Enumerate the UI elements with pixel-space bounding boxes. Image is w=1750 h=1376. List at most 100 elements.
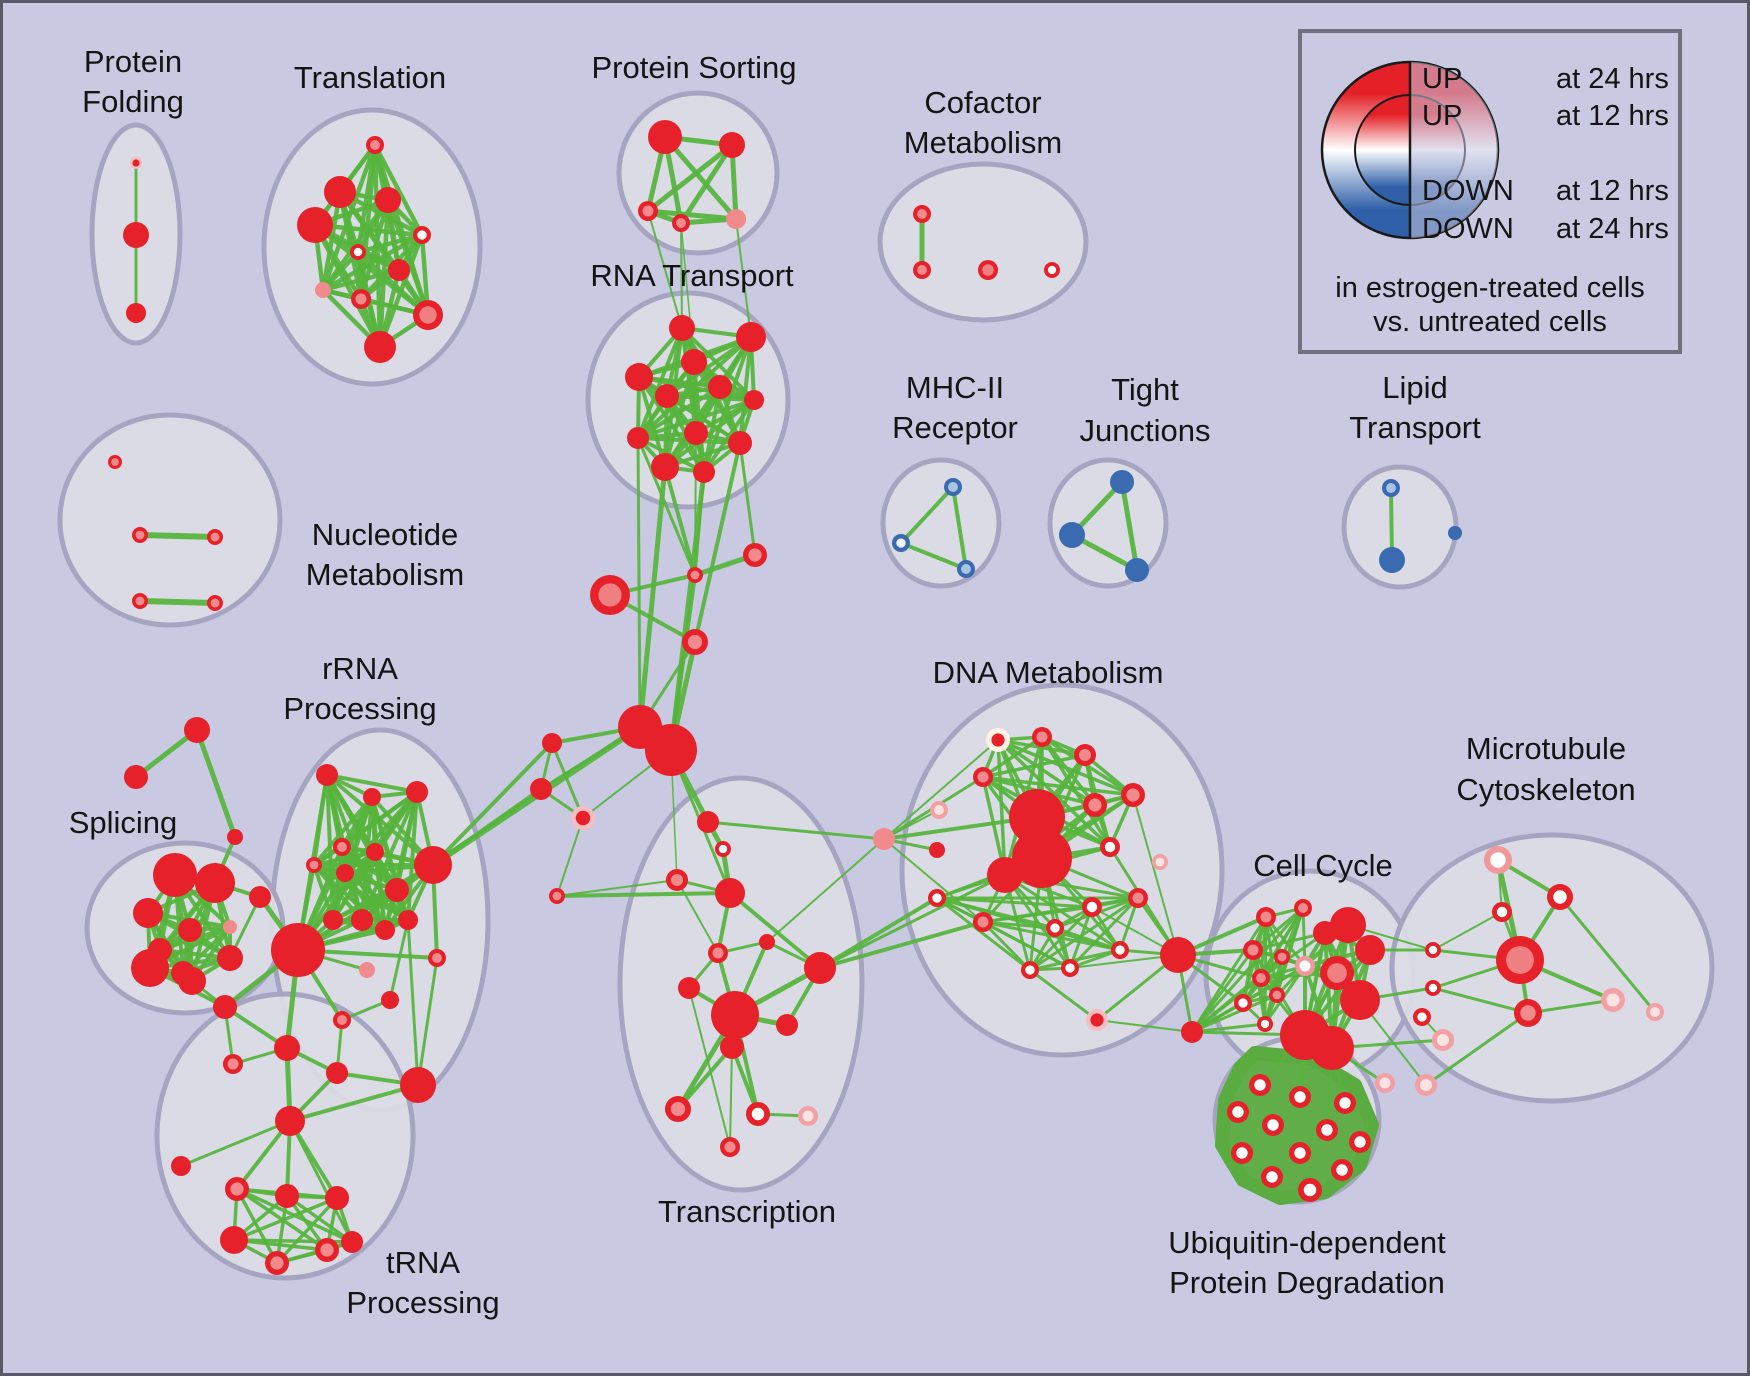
node-k1	[542, 733, 562, 753]
node-n12-center	[270, 1256, 284, 1270]
nodes	[108, 120, 1664, 1275]
node-cf1-center	[917, 209, 927, 219]
edge	[312, 795, 374, 867]
edge	[1028, 948, 1122, 972]
node-d11-center	[1104, 841, 1116, 853]
node-v2-center	[718, 844, 728, 854]
edge	[320, 232, 425, 293]
edge	[981, 775, 1135, 797]
node-tr1-center	[370, 140, 380, 150]
label-cofactor-metabolism: Cofactor	[924, 85, 1041, 120]
node-u3-center	[1339, 1097, 1351, 1109]
cluster-region-mhc-ii-receptor	[880, 457, 1002, 589]
node-d9	[987, 857, 1023, 893]
edge	[981, 753, 1087, 779]
node-d22-center	[1090, 1013, 1104, 1027]
node-r5	[655, 384, 679, 408]
node-d15-center	[1086, 901, 1098, 913]
node-u1-center	[1254, 1079, 1266, 1091]
node-k2	[530, 778, 552, 800]
node-q1	[316, 764, 338, 786]
node-n4-center	[227, 1058, 239, 1070]
edge	[406, 918, 420, 1087]
node-ps5	[726, 209, 746, 229]
node-cc7-center	[1238, 998, 1248, 1008]
edge	[637, 375, 756, 402]
node-ch4-center	[687, 634, 703, 650]
node-q3	[406, 781, 428, 803]
edge	[688, 987, 731, 1148]
node-cc16	[1310, 1026, 1354, 1070]
node-d10-center	[1088, 798, 1102, 812]
edge	[275, 1196, 339, 1265]
node-cf3-center	[982, 264, 994, 276]
node-u2-center	[1294, 1091, 1306, 1103]
node-m14-center	[1417, 1012, 1427, 1022]
node-v8	[678, 977, 700, 999]
edge	[647, 210, 683, 329]
node-q4-center	[337, 842, 347, 852]
cluster-region-microtubule-cytoskeleton	[1389, 832, 1715, 1104]
node-cc8-center	[1260, 1019, 1270, 1029]
node-r8	[627, 427, 649, 449]
node-m4-center	[1428, 945, 1438, 955]
node-d20-center	[1132, 892, 1144, 904]
edge	[951, 485, 968, 571]
edge	[636, 385, 722, 440]
node-m1-center	[1490, 852, 1506, 868]
node-ch3-center	[598, 583, 622, 607]
node-u4-center	[1232, 1106, 1244, 1118]
legend-direction-label: DOWN	[1422, 213, 1514, 245]
edge	[1190, 948, 1255, 1034]
legend-direction-label: DOWN	[1422, 175, 1514, 207]
node-mh1-center	[948, 482, 958, 492]
label-lipid-transport: Lipid	[1382, 370, 1448, 405]
node-nm4-center	[135, 596, 145, 606]
legend-caption: in estrogen-treated cells	[1335, 272, 1645, 304]
node-r2	[736, 322, 766, 352]
node-lt1-center	[1386, 483, 1396, 493]
edge	[935, 896, 1122, 952]
edge	[662, 134, 739, 222]
edge	[1069, 954, 1179, 969]
node-v9	[804, 952, 836, 984]
node-u8-center	[1236, 1147, 1248, 1159]
node-r10	[728, 431, 752, 455]
label-dna-metabolism: DNA Metabolism	[933, 655, 1164, 690]
legend-faded-half	[1410, 62, 1498, 238]
node-n9	[325, 1186, 349, 1210]
node-a1	[184, 717, 210, 743]
cluster-region-nucleotide-metabolism	[57, 412, 283, 628]
edge	[1190, 993, 1279, 1034]
edge	[1251, 906, 1305, 952]
node-m7-center	[1520, 1005, 1536, 1021]
edge	[729, 1046, 733, 1148]
node-q14	[271, 923, 325, 977]
node-v15-center	[802, 1110, 814, 1122]
edge	[431, 787, 543, 867]
node-k3-center	[575, 810, 591, 826]
node-cf2-center	[917, 265, 927, 275]
label-trna-processing: Processing	[346, 1285, 499, 1320]
node-n6	[171, 1156, 191, 1176]
label-lipid-transport: Transport	[1349, 410, 1481, 445]
node-u10-center	[1336, 1164, 1348, 1176]
node-d4-center	[977, 771, 989, 783]
node-ch1-center	[690, 570, 700, 580]
edge	[388, 918, 410, 1002]
node-cc14	[1340, 980, 1380, 1020]
node-q9	[414, 846, 452, 884]
node-r3	[681, 349, 707, 375]
edge	[312, 850, 377, 867]
node-q12	[375, 920, 395, 940]
label-microtubule-cytoskeleton: Cytoskeleton	[1456, 772, 1635, 807]
edge	[883, 739, 999, 840]
edge	[1432, 911, 1503, 951]
edge	[636, 436, 697, 577]
edge	[1119, 479, 1140, 573]
node-r12	[693, 461, 715, 483]
edge	[1526, 998, 1615, 1015]
label-translation: Translation	[294, 60, 446, 95]
node-d16-center	[1025, 965, 1035, 975]
